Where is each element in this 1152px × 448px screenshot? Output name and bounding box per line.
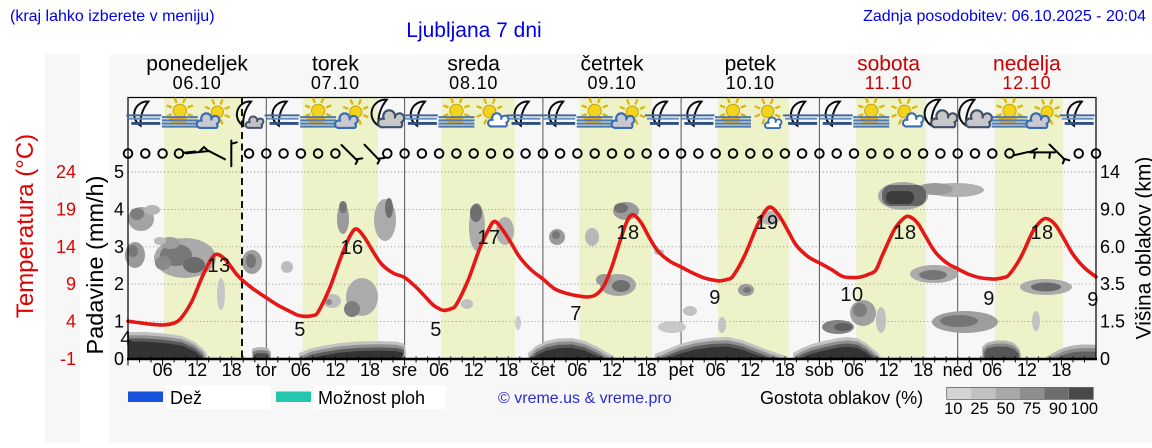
svg-text:90: 90 <box>1049 400 1067 418</box>
svg-text:11.10: 11.10 <box>865 73 913 93</box>
svg-text:16: 16 <box>340 237 363 259</box>
svg-text:25: 25 <box>970 400 988 418</box>
svg-text:06.10: 06.10 <box>173 73 222 93</box>
svg-text:-1: -1 <box>60 349 76 369</box>
svg-text:Gostota oblakov (%): Gostota oblakov (%) <box>760 388 923 408</box>
svg-text:10: 10 <box>944 400 962 418</box>
svg-text:tor: tor <box>256 360 277 380</box>
svg-text:12.10: 12.10 <box>1002 73 1051 93</box>
svg-text:Padavine (mm/h): Padavine (mm/h) <box>82 176 108 355</box>
svg-text:12: 12 <box>325 360 345 380</box>
svg-text:100: 100 <box>1071 400 1099 418</box>
svg-text:06: 06 <box>844 360 864 380</box>
svg-text:© vreme.us & vreme.pro: © vreme.us & vreme.pro <box>498 390 672 407</box>
svg-text:0: 0 <box>114 349 124 369</box>
svg-text:18: 18 <box>498 360 518 380</box>
svg-text:Zadnja posodobitev: 06.10.2025: Zadnja posodobitev: 06.10.2025 - 20:04 <box>863 8 1146 25</box>
svg-text:čet: čet <box>531 360 555 380</box>
svg-text:Temperatura (°C): Temperatura (°C) <box>12 134 39 318</box>
svg-text:18: 18 <box>222 360 242 380</box>
svg-text:9: 9 <box>709 287 721 309</box>
svg-text:07.10: 07.10 <box>311 73 360 93</box>
svg-text:14: 14 <box>1100 162 1120 182</box>
svg-text:18: 18 <box>1030 222 1053 244</box>
svg-text:9: 9 <box>1087 289 1099 311</box>
svg-text:12: 12 <box>879 360 899 380</box>
svg-text:18: 18 <box>1051 360 1071 380</box>
svg-text:06: 06 <box>706 360 726 380</box>
svg-text:18: 18 <box>775 360 795 380</box>
svg-text:18: 18 <box>913 360 933 380</box>
svg-text:09.10: 09.10 <box>587 73 636 93</box>
svg-text:12: 12 <box>464 360 484 380</box>
svg-text:06: 06 <box>982 360 1002 380</box>
svg-text:19: 19 <box>755 212 778 234</box>
svg-text:Možnost ploh: Možnost ploh <box>318 388 425 408</box>
svg-text:10.10: 10.10 <box>726 73 775 93</box>
svg-text:6.0: 6.0 <box>1100 237 1125 257</box>
svg-text:ned: ned <box>943 360 973 380</box>
svg-text:17: 17 <box>477 227 500 249</box>
svg-text:50: 50 <box>997 400 1015 418</box>
svg-text:Višina oblakov (km): Višina oblakov (km) <box>1133 157 1152 340</box>
svg-text:4: 4 <box>114 199 124 219</box>
svg-text:13: 13 <box>207 255 230 277</box>
svg-text:1: 1 <box>114 312 124 332</box>
svg-text:9: 9 <box>983 288 995 310</box>
svg-text:18: 18 <box>893 222 916 244</box>
svg-text:18: 18 <box>637 360 657 380</box>
svg-text:12: 12 <box>187 360 207 380</box>
svg-text:5: 5 <box>294 319 306 341</box>
svg-text:9.0: 9.0 <box>1100 199 1125 219</box>
svg-text:14: 14 <box>56 237 76 257</box>
svg-text:2: 2 <box>114 274 124 294</box>
svg-text:06: 06 <box>291 360 311 380</box>
svg-text:pet: pet <box>669 360 694 380</box>
svg-text:sob: sob <box>805 360 834 380</box>
svg-text:(kraj lahko izberete v meniju): (kraj lahko izberete v meniju) <box>10 8 215 25</box>
svg-text:19: 19 <box>56 199 76 219</box>
svg-text:06: 06 <box>429 360 449 380</box>
svg-text:18: 18 <box>360 360 380 380</box>
svg-text:18: 18 <box>616 222 639 244</box>
svg-text:12: 12 <box>602 360 622 380</box>
svg-text:12: 12 <box>740 360 760 380</box>
svg-text:5: 5 <box>430 319 442 341</box>
svg-text:06: 06 <box>153 360 173 380</box>
svg-text:1.5: 1.5 <box>1100 312 1125 332</box>
svg-text:08.10: 08.10 <box>449 73 498 93</box>
svg-text:9: 9 <box>66 274 76 294</box>
svg-text:3.5: 3.5 <box>1100 274 1125 294</box>
svg-text:Dež: Dež <box>170 388 202 408</box>
svg-text:7: 7 <box>570 303 582 325</box>
svg-text:Ljubljana 7 dni: Ljubljana 7 dni <box>406 19 541 42</box>
svg-text:06: 06 <box>567 360 587 380</box>
svg-text:12: 12 <box>1017 360 1037 380</box>
svg-text:10: 10 <box>840 284 863 306</box>
svg-text:75: 75 <box>1023 400 1041 418</box>
svg-text:4: 4 <box>66 312 76 332</box>
svg-text:0: 0 <box>1100 349 1110 369</box>
svg-text:3: 3 <box>114 237 124 257</box>
svg-text:sre: sre <box>392 360 417 380</box>
svg-text:24: 24 <box>56 162 76 182</box>
svg-text:5: 5 <box>114 162 124 182</box>
